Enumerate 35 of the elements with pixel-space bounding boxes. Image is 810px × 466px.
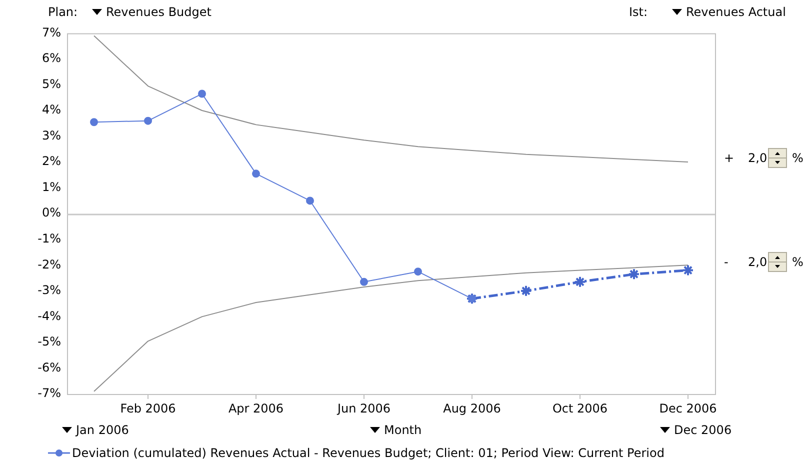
y-tick-label: -2% (38, 257, 61, 272)
y-tick-label: 2% (42, 154, 61, 168)
text: Jan 2006 (76, 423, 129, 437)
y-tick-label: -6% (38, 360, 61, 374)
text: Plan: (48, 5, 78, 19)
y-tick-label: -5% (38, 334, 61, 349)
x-tick-label: Dec 2006 (659, 401, 717, 416)
text: Month (384, 423, 422, 437)
x-tick-label: Apr 2006 (228, 401, 284, 416)
y-tick-label: -1% (38, 231, 61, 246)
y-tick-label: 7% (42, 25, 61, 40)
y-tick-label: -4% (38, 308, 61, 323)
text: - (724, 255, 728, 269)
y-tick-label: 3% (42, 128, 61, 142)
text: 2,0 (748, 151, 768, 165)
y-tick-label: -3% (38, 283, 61, 298)
text: Dec 2006 (674, 423, 732, 437)
y-tick-label: 6% (42, 51, 61, 66)
y-tick-label: 5% (42, 76, 61, 91)
x-tick-label: Aug 2006 (443, 401, 501, 416)
text: Ist: (629, 5, 648, 19)
text: Revenues Budget (106, 5, 212, 19)
text: % (792, 255, 804, 269)
text: 2,0 (748, 255, 768, 269)
x-tick-label: Jun 2006 (336, 401, 391, 416)
x-tick-label: Feb 2006 (120, 401, 176, 416)
text: + (724, 151, 734, 165)
text: % (792, 151, 804, 165)
text: Revenues Actual (686, 5, 786, 19)
y-tick-label: 1% (42, 180, 61, 194)
y-tick-label: 0% (42, 206, 61, 220)
y-tick-label: -7% (38, 386, 61, 400)
y-tick-label: 4% (42, 102, 61, 117)
legend-label: Deviation (cumulated) Revenues Actual - Revenues Budget; Client: 01; Period View: Current Period (72, 446, 664, 460)
x-tick-label: Oct 2006 (552, 401, 608, 416)
